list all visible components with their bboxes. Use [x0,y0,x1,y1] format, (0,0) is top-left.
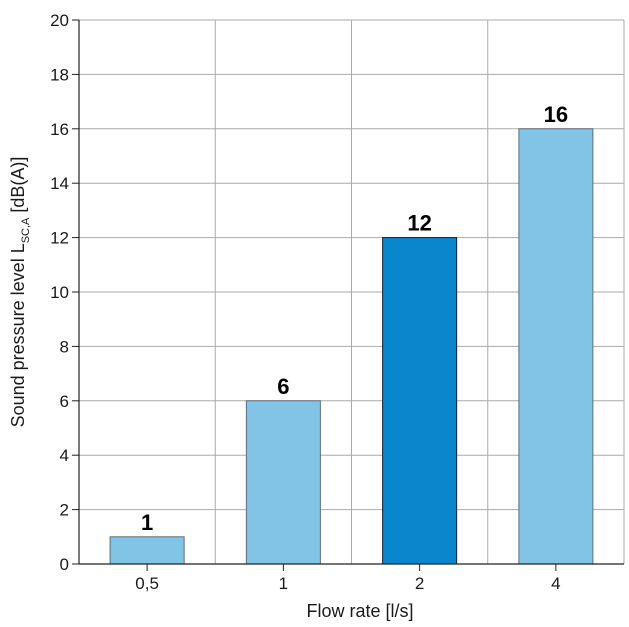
x-tick-label: 2 [415,574,424,593]
y-tick-label: 0 [60,555,69,574]
bar [245,400,321,565]
y-axis-title-unit: [dB(A)] [8,157,28,218]
y-tick-label: 12 [50,229,69,248]
x-tick-label: 1 [279,574,288,593]
bar [518,128,594,565]
x-tick-label: 4 [551,574,560,593]
y-tick-label: 20 [50,11,69,30]
data-label: 6 [277,374,289,399]
y-tick-label: 14 [50,174,69,193]
y-tick-label: 10 [50,283,69,302]
y-axis-title: Sound pressure level LSC,A [dB(A)] [8,157,32,428]
x-tick-labels: 0,5 1 2 4 [135,564,561,593]
bars [109,128,594,565]
data-label: 16 [544,102,568,127]
y-tick-label: 18 [50,65,69,84]
y-tick-label: 16 [50,120,69,139]
x-axis-title: Flow rate [l/s] [306,601,413,621]
y-axis-title-main: Sound pressure level L [8,243,28,427]
bar [109,536,185,565]
y-tick-label: 2 [60,501,69,520]
y-tick-labels: 0 2 4 6 8 10 12 14 16 18 20 [50,11,69,574]
y-tick-label: 8 [60,337,69,356]
data-label: 1 [141,510,153,535]
y-tick-label: 4 [60,446,69,465]
y-axis-title-subscript: SC,A [20,217,32,243]
y-tick-label: 6 [60,392,69,411]
x-tick-label: 0,5 [135,574,159,593]
data-label: 12 [407,211,431,236]
bar [382,237,458,565]
